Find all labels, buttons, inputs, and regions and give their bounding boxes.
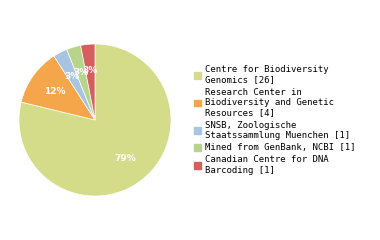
Text: 79%: 79% [115,154,136,163]
Text: 3%: 3% [73,68,89,77]
Text: 3%: 3% [83,66,98,75]
Wedge shape [81,44,95,120]
Wedge shape [54,49,95,120]
Wedge shape [21,56,95,120]
Wedge shape [19,44,171,196]
Text: 12%: 12% [44,87,65,96]
Wedge shape [67,45,95,120]
Text: 3%: 3% [65,72,80,81]
Legend: Centre for Biodiversity
Genomics [26], Research Center in
Biodiversity and Genet: Centre for Biodiversity Genomics [26], R… [194,65,355,175]
